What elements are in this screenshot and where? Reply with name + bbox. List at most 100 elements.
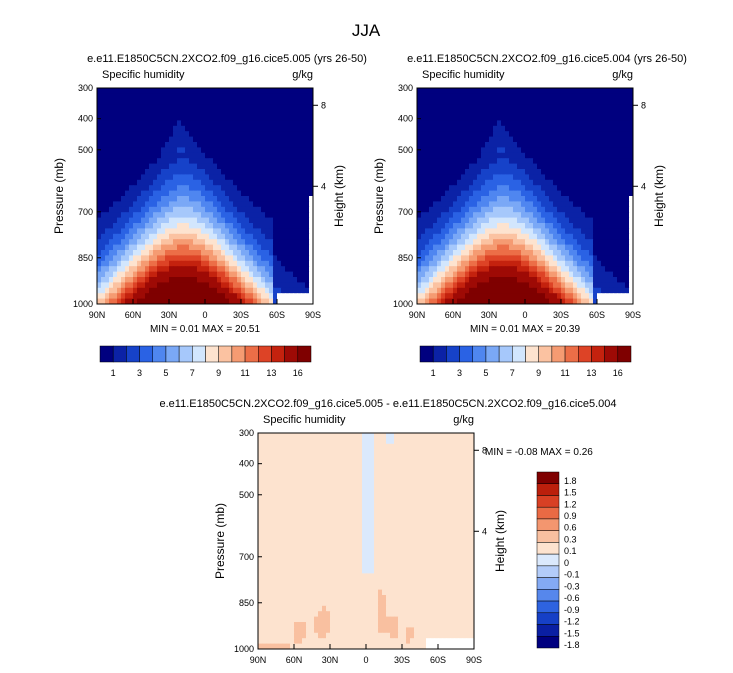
heatmap-cell (473, 163, 478, 170)
heatmap-cell (445, 212, 450, 219)
heatmap-cell (398, 449, 403, 456)
heatmap-cell (457, 131, 462, 138)
heatmap-cell (625, 196, 630, 202)
heatmap-cell (273, 136, 278, 143)
heatmap-cell (277, 158, 282, 165)
heatmap-cell (334, 476, 339, 483)
heatmap-cell (545, 120, 550, 127)
heatmap-cell (245, 201, 250, 208)
heatmap-cell (605, 228, 610, 235)
heatmap-cell (294, 454, 299, 461)
heatmap-cell (141, 287, 146, 294)
heatmap-cell (209, 217, 214, 224)
heatmap-cell (149, 125, 154, 132)
heatmap-cell (169, 298, 174, 305)
heatmap-cell (561, 293, 566, 300)
heatmap-cell (441, 282, 446, 289)
heatmap-cell (285, 115, 290, 121)
heatmap-cell (605, 136, 610, 143)
heatmap-cell (585, 93, 590, 100)
heatmap-cell (169, 266, 174, 273)
heatmap-cell (301, 190, 306, 197)
heatmap-cell (601, 158, 606, 165)
heatmap-cell (557, 206, 562, 213)
heatmap-cell (185, 223, 190, 229)
heatmap-cell (137, 131, 142, 138)
heatmap-cell (501, 190, 506, 197)
heatmap-cell (585, 282, 590, 289)
heatmap-cell (273, 266, 278, 273)
heatmap-cell (217, 287, 222, 294)
heatmap-cell (557, 125, 562, 132)
heatmap-cell (253, 152, 258, 159)
heatmap-cell (121, 228, 126, 235)
heatmap-cell (378, 470, 383, 477)
heatmap-cell (513, 298, 518, 305)
heatmap-cell (434, 470, 439, 477)
heatmap-cell (205, 206, 210, 213)
heatmap-cell (137, 174, 142, 181)
heatmap-cell (189, 206, 194, 213)
heatmap-cell (233, 147, 238, 154)
heatmap-cell (205, 136, 210, 143)
heatmap-cell (273, 169, 278, 175)
heatmap-cell (621, 125, 626, 132)
heatmap-cell (189, 196, 194, 202)
heatmap-cell (213, 201, 218, 208)
heatmap-cell (445, 185, 450, 192)
heatmap-cell (157, 120, 162, 127)
heatmap-cell (473, 88, 478, 94)
heatmap-cell (473, 136, 478, 143)
heatmap-cell (585, 250, 590, 256)
heatmap-cell (185, 174, 190, 181)
heatmap-cell (453, 93, 458, 100)
heatmap-cell (449, 201, 454, 208)
heatmap-cell (229, 163, 234, 170)
heatmap-cell (497, 212, 502, 219)
heatmap-cell (581, 109, 586, 116)
heatmap-cell (541, 206, 546, 213)
heatmap-cell (145, 125, 150, 132)
heatmap-cell (193, 93, 198, 100)
heatmap-cell (245, 260, 250, 267)
heatmap-cell (241, 293, 246, 300)
heatmap-cell (465, 293, 470, 300)
heatmap-cell (145, 223, 150, 229)
heatmap-cell (557, 282, 562, 289)
heatmap-cell (485, 250, 490, 256)
heatmap-cell (529, 212, 534, 219)
x-tick-label: 0 (522, 310, 527, 320)
heatmap-cell (266, 449, 271, 456)
heatmap-cell (233, 185, 238, 192)
heatmap-cell (181, 255, 186, 262)
heatmap-cell (245, 293, 250, 300)
heatmap-cell (569, 163, 574, 170)
heatmap-cell (309, 260, 314, 267)
heatmap-cell (442, 470, 447, 477)
heatmap-cell (258, 438, 263, 445)
heatmap-cell (257, 271, 262, 278)
heatmap-cell (281, 239, 286, 246)
heatmap-cell (450, 460, 455, 466)
heatmap-cell (229, 206, 234, 213)
heatmap-cell (165, 179, 170, 186)
heatmap-cell (249, 109, 254, 116)
heatmap-cell (410, 433, 415, 439)
heatmap-cell (305, 277, 310, 283)
heatmap-cell (173, 217, 178, 224)
heatmap-cell (249, 196, 254, 202)
heatmap-cell (505, 233, 510, 240)
heatmap-cell (266, 476, 271, 483)
heatmap-cell (433, 233, 438, 240)
heatmap-cell (617, 260, 622, 267)
heatmap-cell (245, 266, 250, 273)
heatmap-cell (181, 174, 186, 181)
heatmap-cell (177, 239, 182, 246)
heatmap-cell (281, 277, 286, 283)
heatmap-cell (477, 212, 482, 219)
heatmap-cell (417, 271, 422, 278)
heatmap-cell (193, 255, 198, 262)
heatmap-cell (358, 443, 363, 450)
heatmap-cell (306, 454, 311, 461)
heatmap-cell (113, 250, 118, 256)
